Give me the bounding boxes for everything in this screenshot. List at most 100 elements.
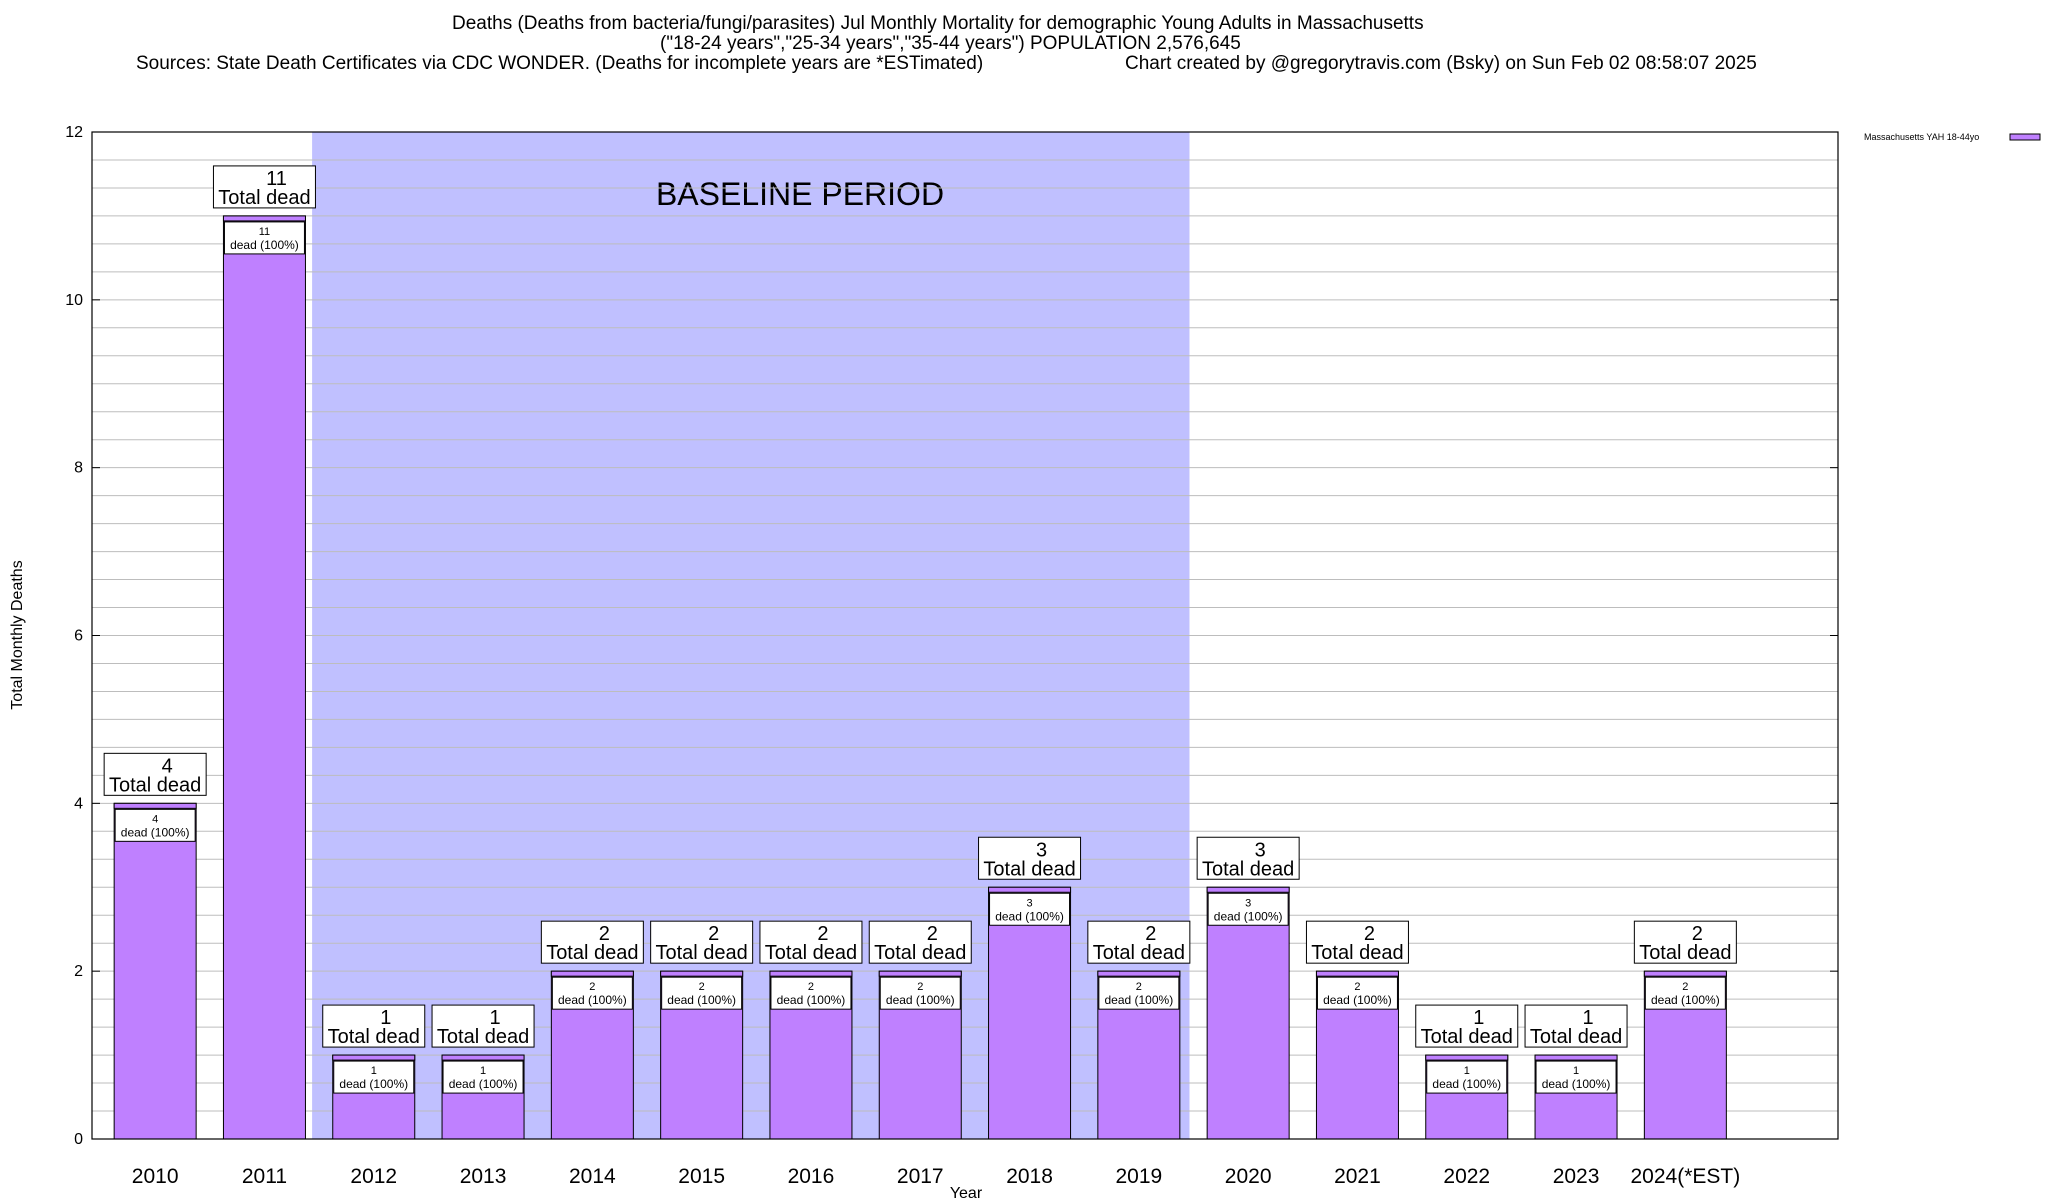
bar-inner-value: 2 [808, 981, 814, 993]
total-value: 2 [1692, 923, 1703, 945]
bar-inner-label-box [1098, 976, 1180, 1010]
bar-inner-label-box [1644, 976, 1726, 1010]
bar-inner-label: dead (100%) [667, 993, 736, 1007]
total-value: 3 [1255, 839, 1266, 861]
total-value: 11 [266, 168, 287, 190]
x-tick-label: 2020 [1225, 1165, 1272, 1188]
chart-subtitle: ("18-24 years","25-34 years","35-44 year… [660, 33, 1241, 54]
x-tick-label: 2011 [242, 1165, 287, 1188]
bar-inner-value: 2 [917, 981, 923, 993]
bar-inner-value: 1 [1464, 1065, 1470, 1077]
bar-inner-label-box [1535, 1060, 1617, 1094]
bar-inner-label: dead (100%) [230, 238, 299, 252]
x-tick-label: 2014 [569, 1165, 616, 1188]
x-tick-label: 2023 [1553, 1165, 1600, 1188]
total-label: Total dead [1202, 858, 1294, 880]
total-label-box [1415, 1004, 1519, 1048]
bar-inner-label: dead (100%) [1214, 909, 1283, 923]
bar-inner-label: dead (100%) [1323, 993, 1392, 1007]
chart-credit: Chart created by @gregorytravis.com (Bsk… [1125, 53, 1757, 74]
legend-series-label: Massachusetts YAH 18-44yo [1864, 132, 1979, 142]
total-value: 2 [599, 923, 610, 945]
total-label-box [212, 165, 316, 209]
legend-swatch [2009, 133, 2041, 141]
total-label-box [540, 920, 644, 964]
chart-sources: Sources: State Death Certificates via CD… [136, 53, 984, 74]
y-axis-label: Total Monthly Deaths [9, 560, 26, 709]
x-tick-label: 2010 [132, 1165, 179, 1188]
bar-top-band [660, 970, 744, 977]
total-label-box [1633, 920, 1737, 964]
bar-inner-label-box [879, 976, 961, 1010]
bar-2011 [222, 215, 306, 1140]
bar-top-band [441, 1054, 525, 1061]
y-tick-label: 10 [65, 292, 83, 309]
bar-top-band [222, 215, 306, 222]
bar-inner-label-box [114, 808, 196, 842]
total-label: Total dead [983, 858, 1075, 880]
bar-inner-label-box [1426, 1060, 1508, 1094]
total-value: 1 [1582, 1007, 1593, 1029]
bar-inner-label-box [989, 892, 1071, 926]
bar-inner-label: dead (100%) [1542, 1077, 1611, 1091]
bar-top-band [113, 802, 197, 809]
x-tick-label: 2018 [1006, 1165, 1053, 1188]
x-tick-label: 2016 [788, 1165, 835, 1188]
y-tick-label: 12 [65, 124, 83, 141]
x-tick-label: 2013 [460, 1165, 507, 1188]
y-tick-label: 6 [74, 628, 83, 645]
total-value: 1 [1473, 1007, 1484, 1029]
bar-top-band [988, 886, 1072, 893]
total-label: Total dead [874, 942, 966, 964]
total-label: Total dead [437, 1026, 529, 1048]
bar-inner-label: dead (100%) [1432, 1077, 1501, 1091]
y-tick-label: 4 [74, 795, 83, 812]
total-label: Total dead [656, 942, 748, 964]
total-label-box [1305, 920, 1409, 964]
bar-top-band [769, 970, 853, 977]
total-label-box [1087, 920, 1191, 964]
bar-inner-label-box [1316, 976, 1398, 1010]
total-label-box [868, 920, 972, 964]
y-tick-label: 0 [74, 1131, 83, 1148]
bar-inner-label: dead (100%) [121, 825, 190, 839]
total-label: Total dead [328, 1026, 420, 1048]
bar-top-band [1206, 886, 1290, 893]
bar-inner-value: 11 [259, 226, 270, 238]
total-value: 2 [927, 923, 938, 945]
bar-inner-value: 2 [589, 981, 595, 993]
bar-inner-value: 2 [1354, 981, 1360, 993]
total-label-box [978, 836, 1082, 880]
bar-top-band [1643, 970, 1727, 977]
bar-top-band [1315, 970, 1399, 977]
bar-inner-value: 4 [152, 813, 158, 825]
bar-inner-value: 2 [699, 981, 705, 993]
x-tick-label: 2017 [897, 1165, 944, 1188]
total-label: Total dead [546, 942, 638, 964]
bar-inner-value: 3 [1026, 897, 1032, 909]
bar-inner-value: 1 [371, 1065, 377, 1077]
bar-inner-label-box [551, 976, 633, 1010]
bar-inner-label: dead (100%) [449, 1077, 518, 1091]
total-label: Total dead [1311, 942, 1403, 964]
x-axis-label: Year [950, 1185, 983, 1200]
bar-inner-label-box [661, 976, 743, 1010]
bar-inner-value: 2 [1136, 981, 1142, 993]
bar-inner-label: dead (100%) [558, 993, 627, 1007]
x-tick-label: 2022 [1443, 1165, 1490, 1188]
bar-top-band [1097, 970, 1181, 977]
bar-inner-label: dead (100%) [1104, 993, 1173, 1007]
total-label-box [1524, 1004, 1628, 1048]
total-value: 3 [1036, 839, 1047, 861]
total-label-box [650, 920, 754, 964]
x-tick-label: 2019 [1115, 1165, 1162, 1188]
bar-top-band [1425, 1054, 1509, 1061]
bar-top-band [332, 1054, 416, 1061]
bar-inner-label: dead (100%) [886, 993, 955, 1007]
total-label: Total dead [1530, 1026, 1622, 1048]
bar-inner-value: 2 [1682, 981, 1688, 993]
total-label: Total dead [1421, 1026, 1513, 1048]
bar-top-band [1534, 1054, 1618, 1061]
x-tick-label: 2021 [1334, 1165, 1381, 1188]
